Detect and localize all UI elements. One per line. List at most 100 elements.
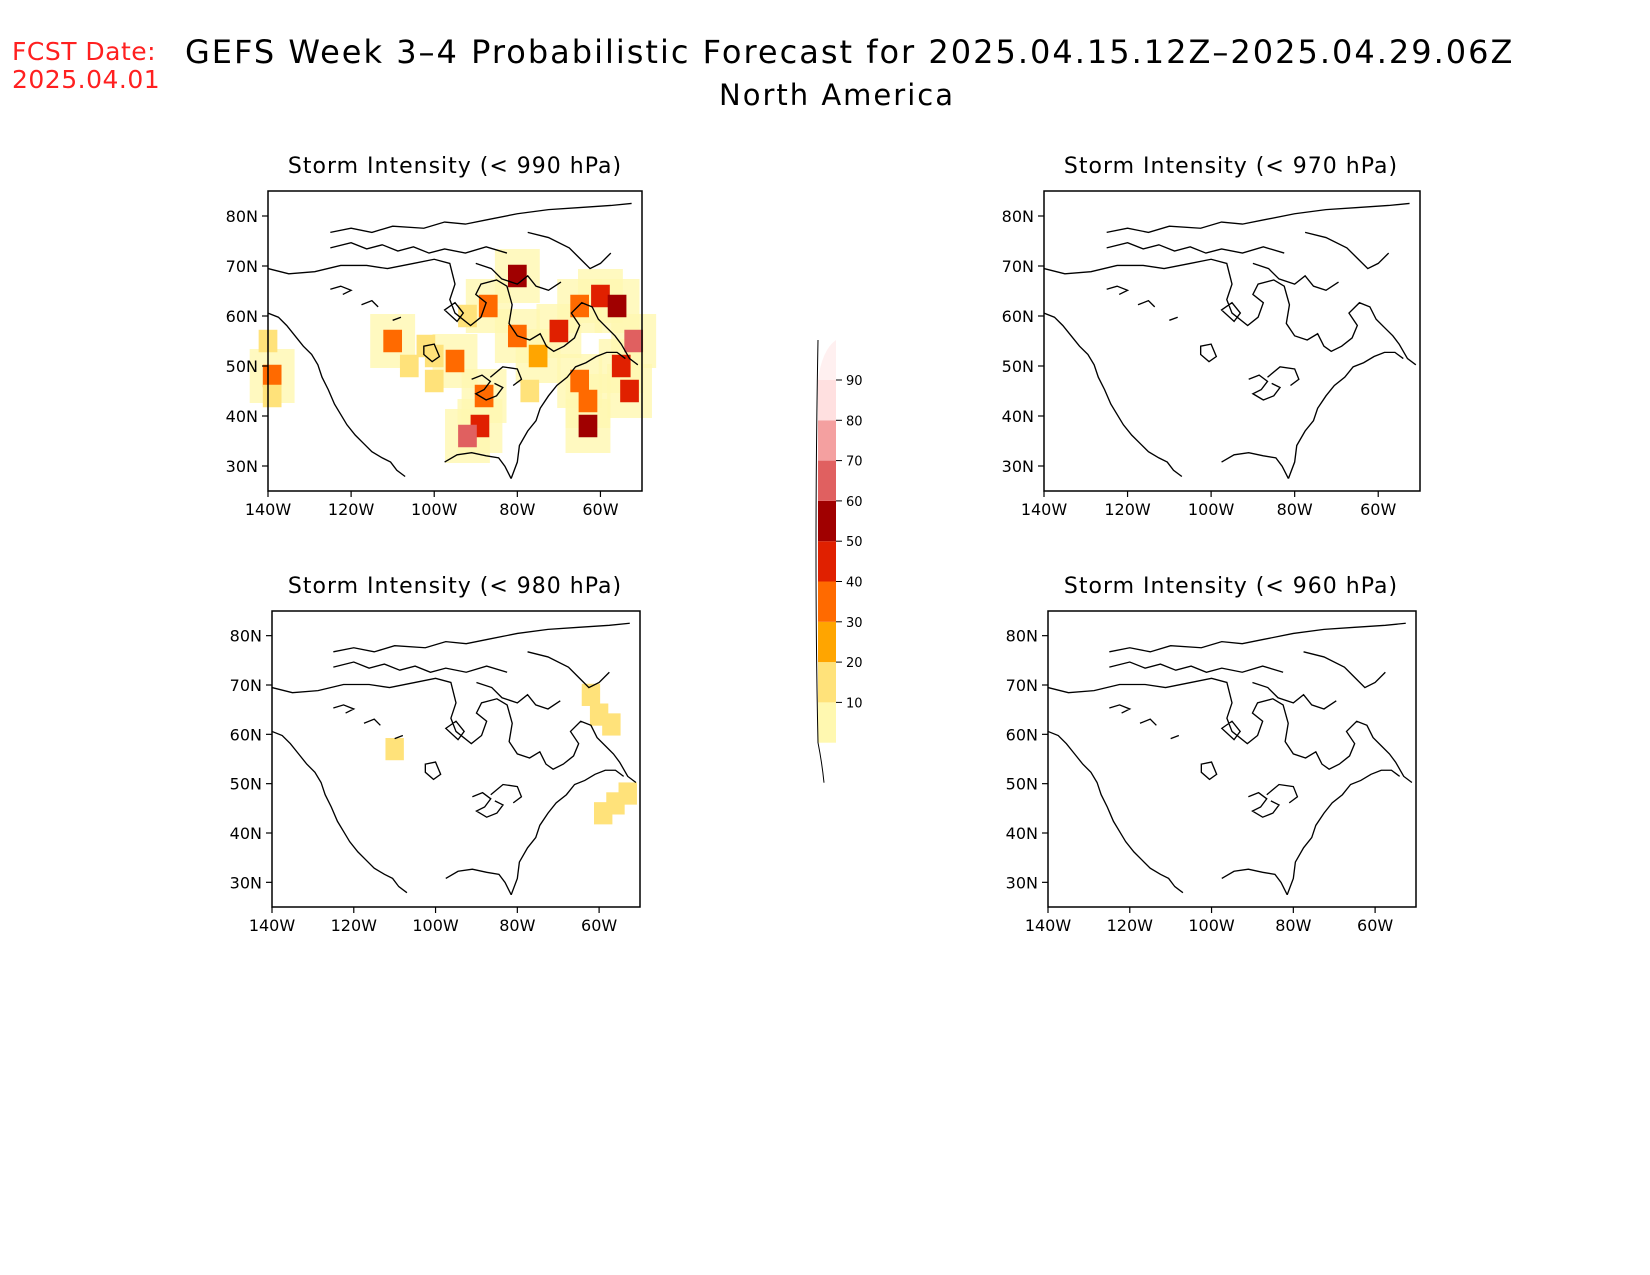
probability-cell — [262, 384, 282, 408]
lat-tick-label: 40N — [1006, 824, 1038, 843]
lon-tick-label: 60W — [1360, 500, 1396, 519]
lat-tick-label: 80N — [230, 627, 262, 646]
coastline — [271, 622, 637, 896]
probability-cell — [383, 329, 403, 353]
map-frame — [267, 190, 643, 492]
probability-cell — [591, 284, 610, 308]
probability-cell — [570, 294, 590, 318]
page-title: GEFS Week 3–4 Probabilistic Forecast for… — [185, 33, 1515, 71]
probability-cell — [424, 344, 444, 368]
lat-tick-label: 40N — [230, 824, 262, 843]
probability-cell — [624, 329, 644, 353]
lon-tick-label: 100W — [411, 500, 458, 519]
colorbar-label: 10 — [846, 696, 863, 711]
probability-cell — [458, 424, 477, 448]
probability-cell — [458, 304, 477, 328]
colorbar-swatch — [818, 702, 836, 743]
page-subtitle: North America — [0, 78, 1650, 112]
colorbar-label: 50 — [846, 535, 863, 550]
lat-tick-label: 50N — [1006, 775, 1038, 794]
probability-cell — [581, 683, 601, 706]
lat-tick-label: 80N — [1006, 627, 1038, 646]
probability-cell — [528, 344, 548, 368]
lon-tick-label: 140W — [245, 500, 292, 519]
lat-tick-label: 40N — [226, 407, 258, 426]
probability-cell — [262, 364, 282, 388]
colorbar-swatch — [818, 541, 836, 582]
probability-cell — [385, 738, 404, 761]
colorbar-swatch — [818, 380, 836, 421]
map-frame — [1047, 610, 1417, 908]
map-frame — [271, 610, 641, 908]
map-panel-p980: Storm Intensity (< 980 hPa) 80N 70N 60N 50N 4… — [230, 574, 641, 935]
lat-tick-label: 80N — [1002, 207, 1034, 226]
probability-cell — [549, 319, 569, 343]
probability-cell — [602, 713, 621, 736]
lon-tick-label: 80W — [1275, 916, 1311, 935]
colorbar-label: 40 — [846, 576, 863, 591]
lon-tick-label: 140W — [1025, 916, 1072, 935]
probability-field — [385, 683, 637, 825]
lat-tick-label: 50N — [226, 357, 258, 376]
lat-tick-label: 70N — [1002, 257, 1034, 276]
colorbar-swatch — [818, 581, 836, 622]
lon-tick-label: 60W — [582, 500, 618, 519]
probability-cell — [520, 379, 540, 403]
lon-tick-label: 120W — [1107, 916, 1154, 935]
panel-title: Storm Intensity (< 970 hPa) — [1064, 154, 1398, 179]
lat-tick-label: 30N — [230, 873, 262, 892]
lon-tick-label: 80W — [1277, 500, 1313, 519]
map-panel-p990: Storm Intensity (< 990 hPa) 80N 70N 60N 50N 4… — [226, 154, 657, 519]
lon-tick-label: 120W — [331, 916, 378, 935]
probability-cell — [606, 792, 625, 815]
fcst-date: 2025.04.01 — [12, 65, 161, 94]
lat-tick-label: 70N — [1006, 676, 1038, 695]
lat-tick-label: 60N — [230, 725, 262, 744]
colorbar-swatch — [818, 662, 836, 703]
map-panel-p970: Storm Intensity (< 970 hPa) 80N 70N 60N 50N 4… — [1002, 154, 1421, 519]
lon-tick-label: 80W — [499, 500, 535, 519]
colorbar-edge — [815, 339, 825, 783]
lat-tick-label: 70N — [230, 676, 262, 695]
lon-tick-label: 60W — [1357, 916, 1393, 935]
lon-tick-label: 60W — [581, 916, 617, 935]
lon-tick-label: 100W — [1188, 500, 1235, 519]
panel-title: Storm Intensity (< 990 hPa) — [288, 154, 622, 179]
coastline — [1047, 622, 1413, 896]
lat-tick-label: 30N — [1002, 457, 1034, 476]
lon-tick-label: 80W — [499, 916, 535, 935]
lat-tick-label: 60N — [1002, 307, 1034, 326]
probability-cell — [424, 369, 444, 393]
colorbar-label: 90 — [846, 374, 863, 389]
colorbar-swatch — [818, 460, 836, 501]
region-label: North America — [719, 78, 955, 112]
lon-tick-label: 140W — [249, 916, 296, 935]
panel-title: Storm Intensity (< 980 hPa) — [288, 574, 622, 599]
lat-tick-label: 40N — [1002, 407, 1034, 426]
lon-tick-label: 140W — [1021, 500, 1068, 519]
lat-tick-label: 30N — [1006, 873, 1038, 892]
probability-cell — [611, 354, 631, 378]
probability-cell — [607, 294, 627, 318]
lon-tick-label: 120W — [328, 500, 375, 519]
lat-tick-label: 60N — [226, 307, 258, 326]
forecast-date: FCST Date: 2025.04.01 — [12, 38, 160, 94]
colorbar-swatch — [818, 621, 836, 663]
probability-cell — [507, 264, 527, 288]
map-frame — [1043, 190, 1421, 492]
coastline — [1043, 202, 1417, 480]
colorbar-label: 20 — [846, 656, 863, 671]
probability-cell — [578, 389, 598, 413]
probability-cell — [620, 379, 639, 403]
lat-tick-label: 80N — [226, 207, 258, 226]
lon-tick-label: 120W — [1104, 500, 1151, 519]
colorbar-label: 80 — [846, 414, 863, 429]
probability-cell — [399, 354, 419, 378]
lon-tick-label: 100W — [412, 916, 459, 935]
fcst-label: FCST Date: — [12, 37, 157, 66]
lat-tick-label: 60N — [1006, 725, 1038, 744]
probability-cell — [445, 349, 465, 373]
probability-cell — [570, 369, 590, 393]
probability-field — [249, 249, 657, 463]
colorbar-swatch — [818, 420, 836, 461]
